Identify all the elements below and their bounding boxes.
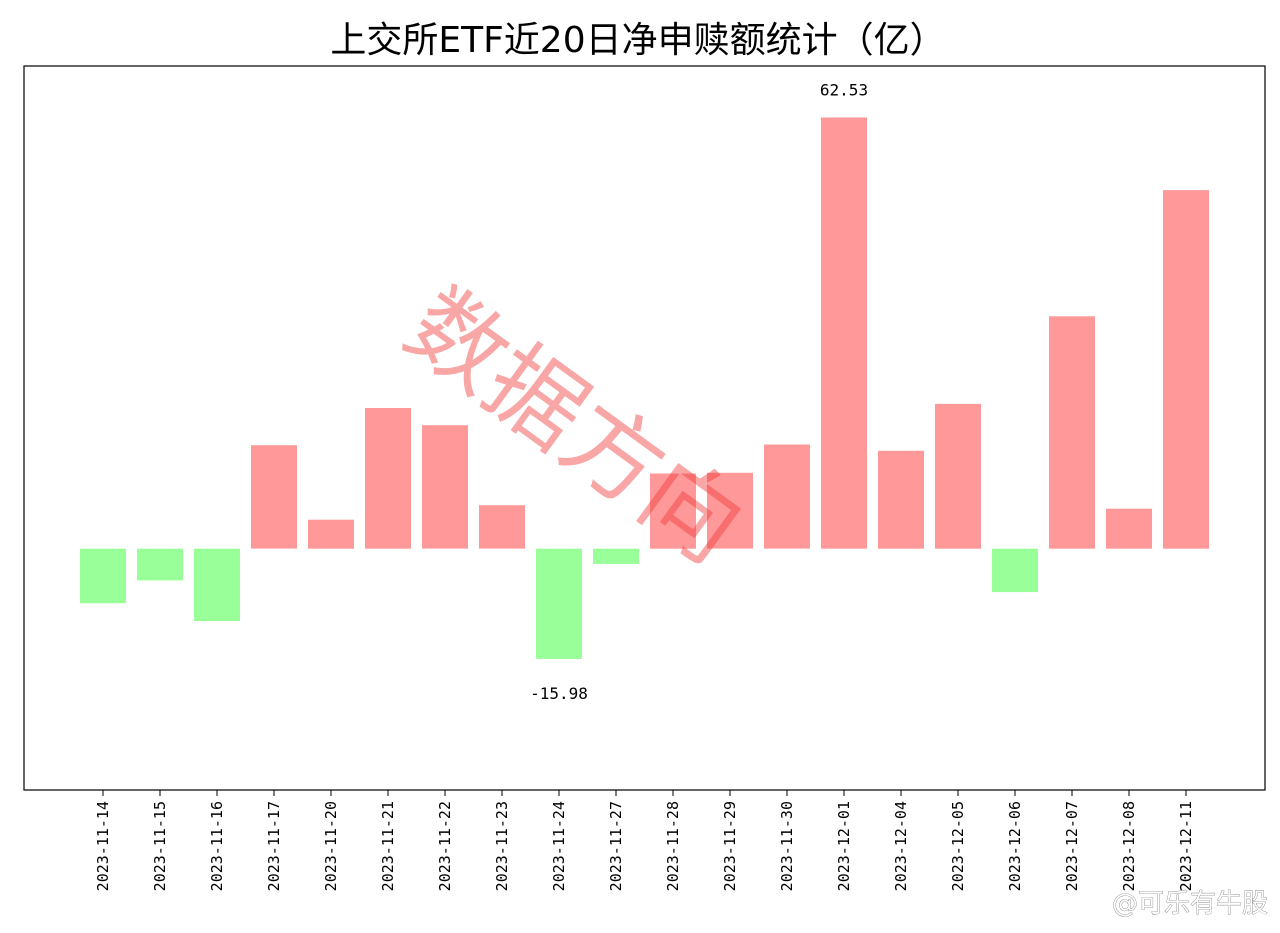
- x-tick-label: 2023-11-28: [664, 801, 682, 891]
- x-tick-label: 2023-11-16: [208, 801, 226, 891]
- bar-2023-11-24: [536, 548, 582, 659]
- x-tick-label: 2023-11-17: [265, 801, 283, 891]
- bar-2023-11-21: [365, 408, 411, 549]
- bar-2023-11-16: [194, 548, 240, 622]
- x-tick-label: 2023-12-01: [835, 801, 853, 891]
- bar-2023-11-22: [422, 425, 468, 549]
- bar-2023-12-01: [821, 117, 867, 549]
- x-tick-label: 2023-12-07: [1063, 801, 1081, 891]
- x-tick-label: 2023-11-20: [322, 801, 340, 891]
- x-axis-ticks: 2023-11-14 2023-11-15 2023-11-16 2023-11-17…: [94, 790, 1195, 891]
- x-tick-label: 2023-12-11: [1177, 801, 1195, 891]
- x-tick-label: 2023-11-21: [379, 801, 397, 891]
- bar-2023-11-23: [479, 505, 525, 549]
- bar-2023-12-07: [1049, 316, 1095, 549]
- bar-2023-11-15: [137, 548, 183, 581]
- bar-2023-12-05: [935, 403, 981, 549]
- bar-2023-12-06: [992, 548, 1038, 593]
- x-tick-label: 2023-11-23: [493, 801, 511, 891]
- bar-2023-11-30: [764, 444, 810, 549]
- x-tick-label: 2023-12-05: [949, 801, 967, 891]
- weibo-credit: @可乐有牛股: [1112, 889, 1268, 919]
- bar-2023-12-11: [1163, 190, 1209, 549]
- bar-2023-12-08: [1106, 508, 1152, 549]
- x-tick-label: 2023-12-04: [892, 801, 910, 891]
- data-labels: 62.53 -15.98: [530, 81, 868, 703]
- x-tick-label: 2023-11-14: [94, 801, 112, 891]
- bar-2023-11-29: [707, 472, 753, 549]
- bars-group: [80, 117, 1209, 659]
- x-tick-label: 2023-11-22: [436, 801, 454, 891]
- bar-2023-11-20: [308, 519, 354, 549]
- chart-title: 上交所ETF近20日净申赎额统计（亿）: [330, 20, 945, 61]
- x-tick-label: 2023-11-27: [607, 801, 625, 891]
- data-label-2023-11-24: -15.98: [530, 684, 588, 703]
- bar-2023-11-17: [251, 445, 297, 549]
- x-tick-label: 2023-12-06: [1006, 801, 1024, 891]
- bar-2023-11-27: [593, 548, 639, 564]
- x-tick-label: 2023-12-08: [1120, 801, 1138, 891]
- x-tick-label: 2023-11-24: [550, 801, 568, 891]
- x-tick-label: 2023-11-29: [721, 801, 739, 891]
- bar-2023-11-14: [80, 548, 126, 604]
- bar-2023-12-04: [878, 450, 924, 549]
- x-tick-label: 2023-11-30: [778, 801, 796, 891]
- x-tick-label: 2023-11-15: [151, 801, 169, 891]
- plot-frame: [23, 65, 1266, 791]
- bar-2023-11-28: [650, 473, 696, 549]
- data-label-2023-12-01: 62.53: [820, 81, 868, 100]
